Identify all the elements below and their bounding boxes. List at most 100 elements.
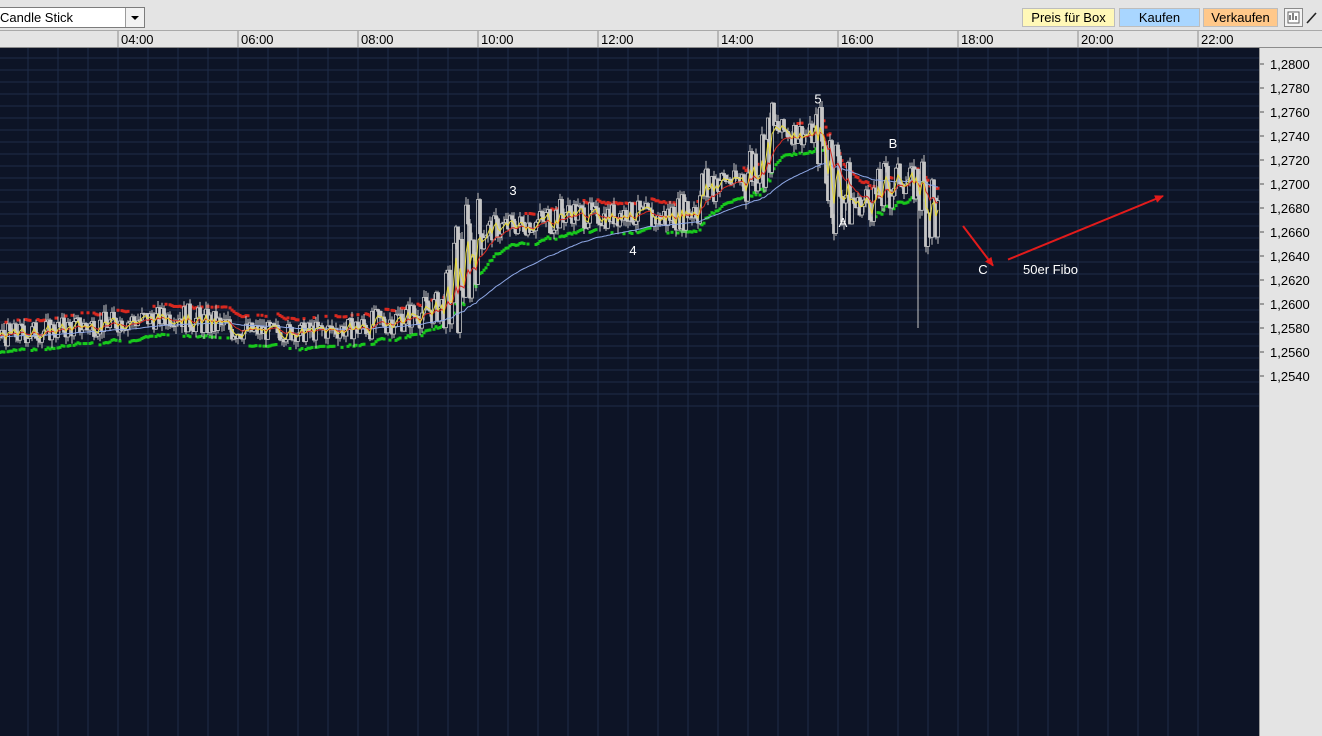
candle-body-down [8, 323, 12, 332]
price-tick-label: 1,2740 [1270, 129, 1310, 144]
sar-dot-up [454, 302, 458, 306]
buy-button[interactable]: Kaufen [1119, 8, 1200, 27]
chart-plot-area[interactable]: 3 4 5 A B C 50er Fibo [0, 48, 1259, 736]
candle-body-up [304, 330, 308, 342]
sar-dot-up [424, 329, 428, 333]
sar-dot-up [544, 237, 548, 241]
sar-dot-up [776, 160, 780, 164]
sar-dot-up [358, 344, 362, 348]
candle-body-down [198, 307, 202, 317]
sar-dot-down [164, 302, 168, 306]
wave-annotation: B [889, 136, 898, 151]
sar-dot-down [672, 201, 676, 205]
sar-dot-down [336, 315, 340, 319]
sar-dot-up [362, 342, 366, 346]
sar-dot-down [356, 313, 360, 317]
sar-dot-up [46, 346, 50, 350]
sar-dot-down [120, 309, 124, 313]
sar-dot-down [26, 318, 30, 322]
sar-dot-up [728, 200, 732, 204]
sar-dot-up [714, 209, 718, 213]
time-tick-label: 12:00 [601, 32, 634, 47]
sar-dot-down [178, 304, 182, 308]
sar-dot-up [804, 152, 808, 156]
sar-dot-down [870, 186, 874, 190]
candle-body-down [782, 119, 786, 131]
sar-dot-up [720, 204, 724, 208]
time-axis: 0004:0006:0008:0010:0012:0014:0016:0018:… [0, 31, 1322, 48]
sar-dot-up [212, 335, 216, 339]
time-tick-label: 04:00 [121, 32, 154, 47]
sar-dot-up [2, 350, 6, 354]
candle-body-down [104, 311, 108, 323]
candle-body-down [898, 163, 902, 185]
sar-dot-up [138, 338, 142, 342]
sar-dot-up [730, 200, 734, 204]
sar-dot-down [302, 317, 306, 321]
chart-type-select[interactable]: Candle Stick [0, 7, 145, 28]
candle-body-down [820, 107, 824, 142]
sell-button[interactable]: Verkaufen [1203, 8, 1278, 27]
projection-arrow [962, 225, 994, 267]
sar-dot-up [0, 350, 4, 354]
sar-dot-up [638, 230, 642, 234]
sar-dot-up [718, 207, 722, 211]
sar-dot-up [922, 198, 926, 202]
sar-dot-up [346, 344, 350, 348]
price-for-box-button[interactable]: Preis für Box [1022, 8, 1115, 27]
sar-dot-down [416, 302, 420, 306]
sar-dot-up [62, 344, 66, 348]
sar-dot-up [162, 333, 166, 337]
sar-dot-up [558, 235, 562, 239]
price-tick-label: 1,2560 [1270, 345, 1310, 360]
sar-dot-up [432, 327, 436, 331]
draw-tool-button[interactable] [1304, 8, 1320, 27]
sar-dot-up [56, 346, 60, 350]
sar-dot-up [690, 230, 694, 234]
sar-dot-up [526, 242, 530, 246]
time-tick-label: 18:00 [961, 32, 994, 47]
sar-dot-up [640, 229, 644, 233]
sar-dot-up [778, 159, 782, 163]
sar-dot-down [294, 318, 298, 322]
sar-dot-up [688, 230, 692, 234]
sar-dot-down [552, 208, 556, 212]
sar-dot-up [332, 344, 336, 348]
chart-type-label: Candle Stick [0, 10, 73, 25]
sar-dot-up [148, 334, 152, 338]
sar-dot-up [266, 344, 270, 348]
sar-dot-up [898, 200, 902, 204]
wave-annotation: A [839, 215, 848, 230]
sar-dot-up [752, 191, 756, 195]
candle-body-down [478, 199, 482, 235]
sar-dot-up [508, 244, 512, 248]
sar-dot-down [342, 315, 346, 319]
sar-dot-up [50, 346, 54, 350]
price-tick-label: 1,2580 [1270, 321, 1310, 336]
sar-dot-down [290, 316, 294, 320]
sar-dot-up [166, 333, 170, 337]
sar-dot-down [844, 165, 848, 169]
sar-dot-up [270, 343, 274, 347]
candle-body-down [560, 199, 564, 215]
sar-dot-up [420, 334, 424, 338]
candle-body-down [754, 153, 758, 192]
sar-dot-down [194, 306, 198, 310]
sar-dot-up [504, 246, 508, 250]
sar-dot-down [598, 199, 602, 203]
sar-dot-down [242, 315, 246, 319]
candle-body-up [834, 144, 838, 234]
sar-dot-up [88, 342, 92, 346]
sar-dot-down [100, 312, 104, 316]
sar-dot-down [626, 201, 630, 205]
chart-type-dropdown-button[interactable] [125, 8, 144, 27]
sar-dot-up [792, 152, 796, 156]
price-tick-label: 1,2760 [1270, 105, 1310, 120]
sar-dot-up [254, 344, 258, 348]
sar-dot-down [96, 313, 100, 317]
indicator-button[interactable] [1284, 8, 1303, 27]
sar-dot-up [396, 337, 400, 341]
sar-dot-up [60, 344, 64, 348]
sar-dot-down [386, 307, 390, 311]
sar-dot-up [492, 255, 496, 259]
